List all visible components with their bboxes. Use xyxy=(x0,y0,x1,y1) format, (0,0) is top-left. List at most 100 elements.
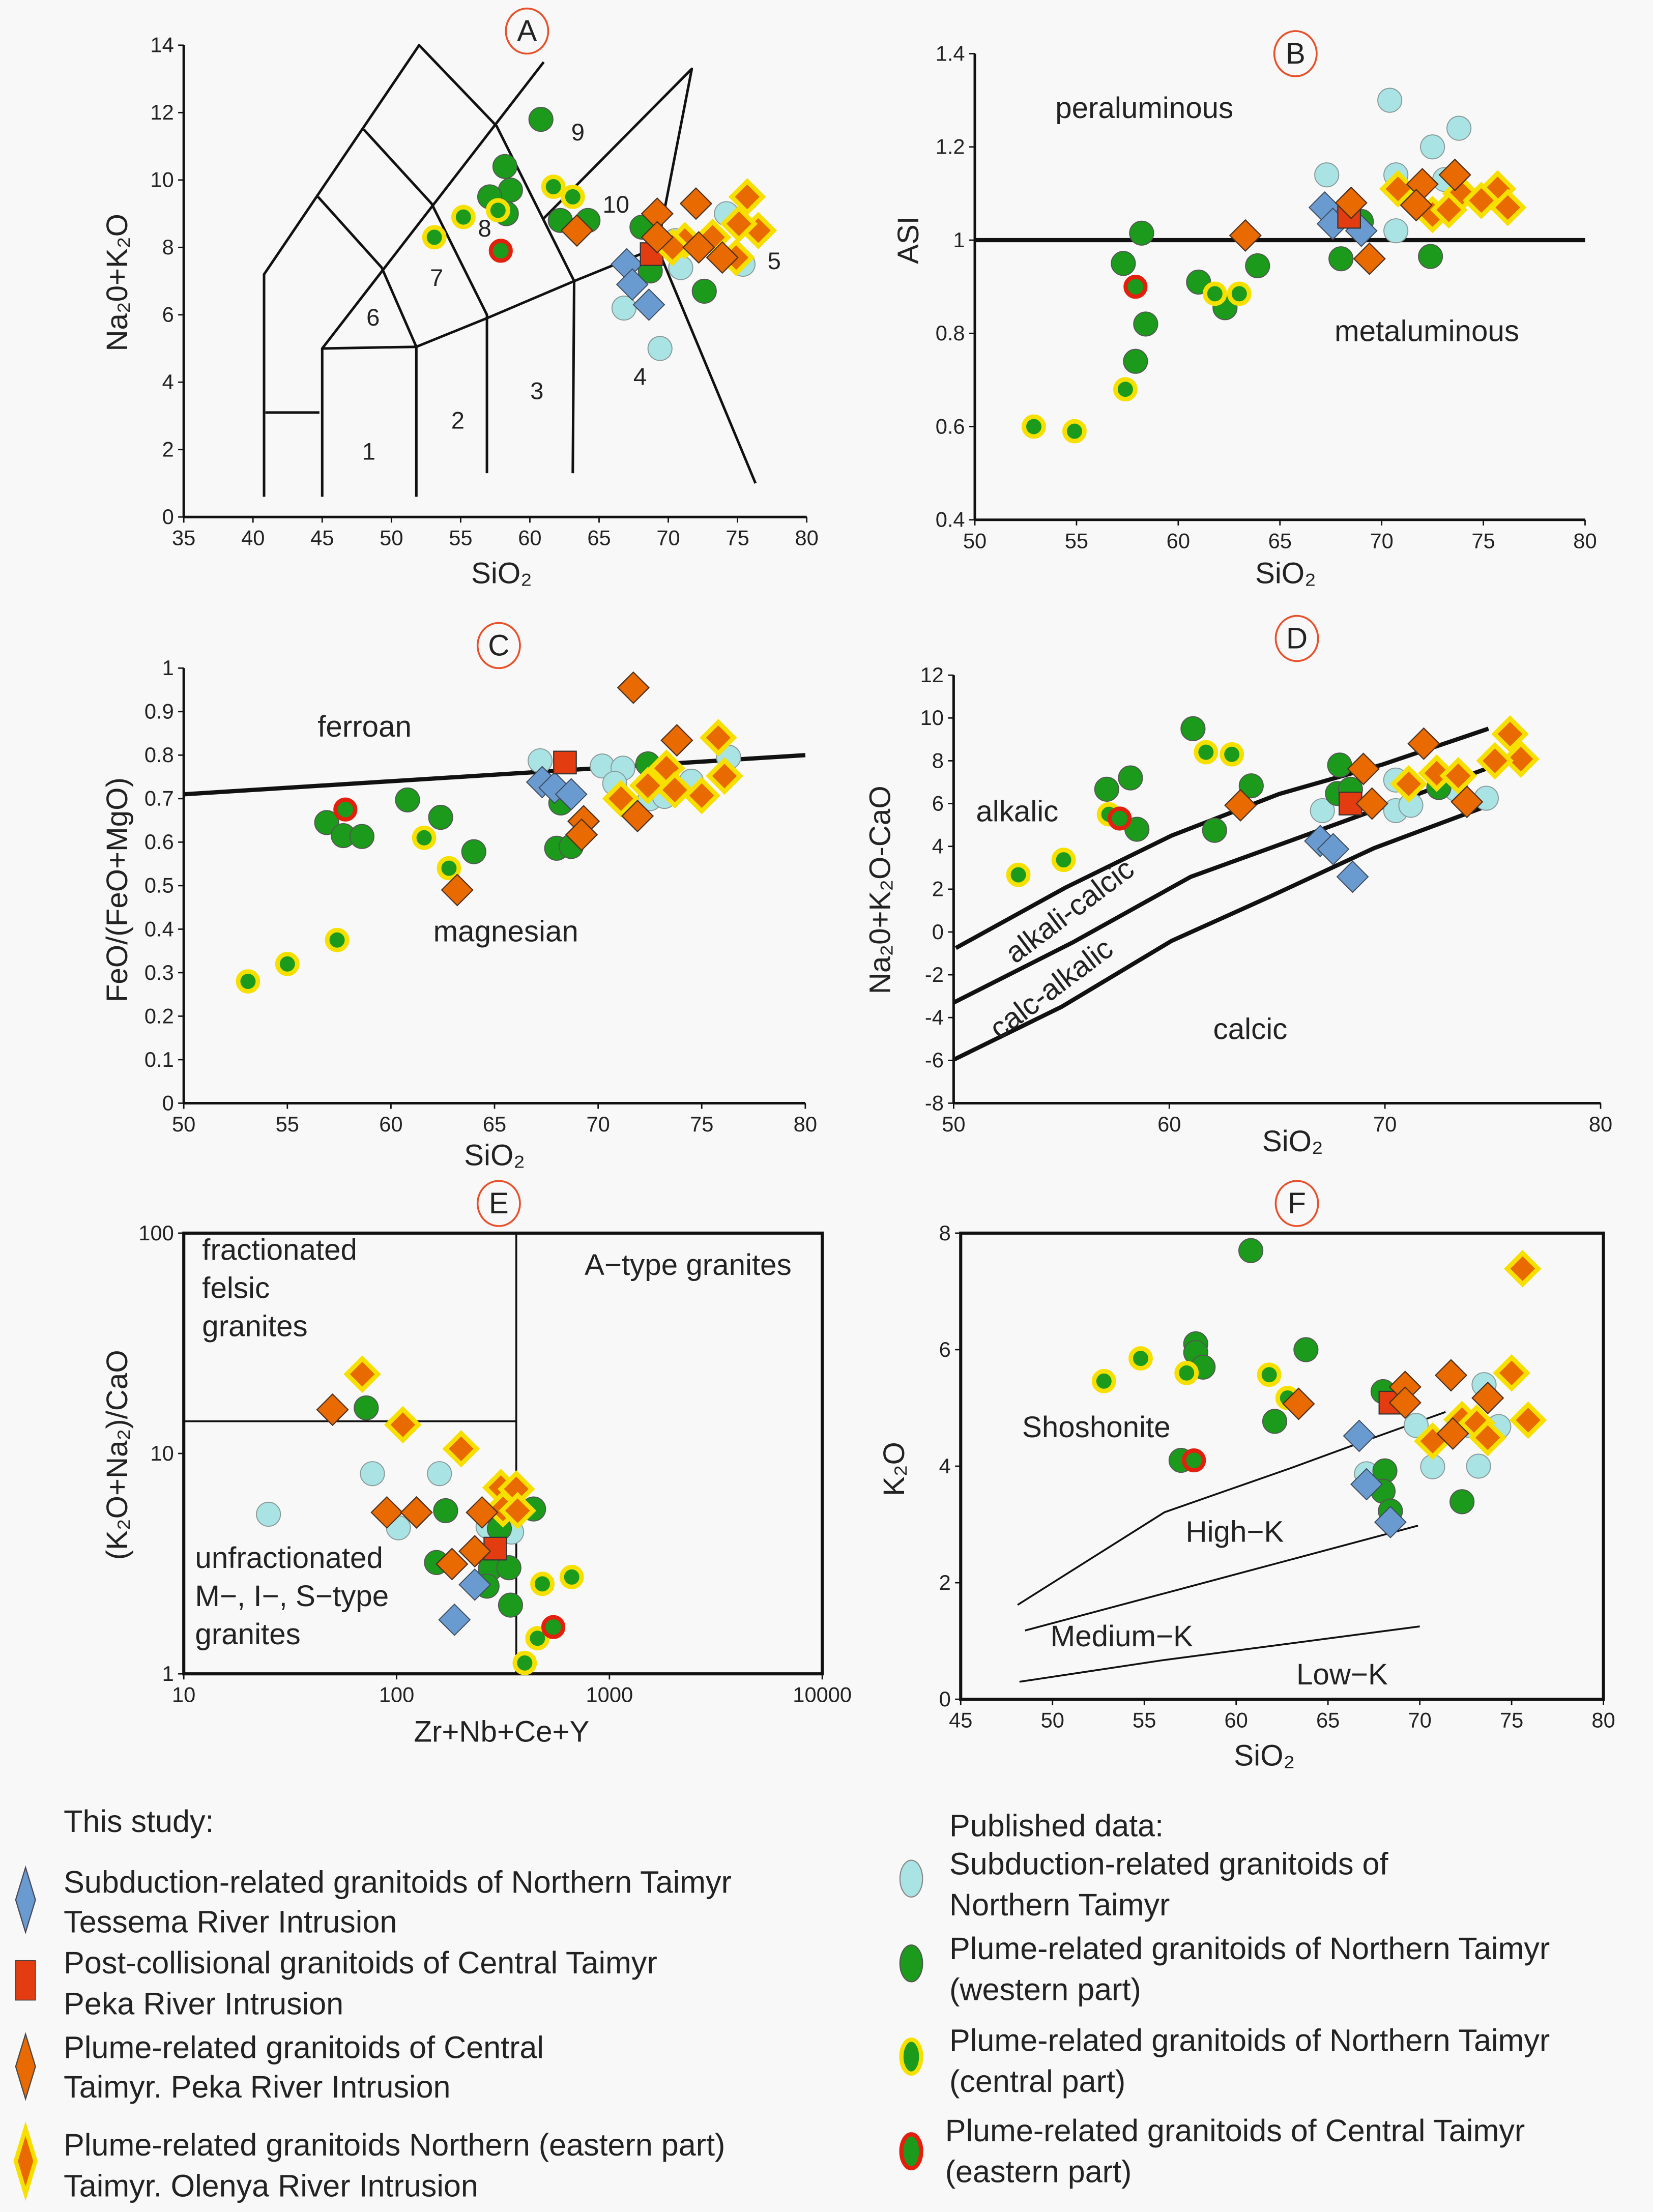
panel-letter: A xyxy=(517,15,537,48)
x-tick-label: 80 xyxy=(794,1112,817,1136)
x-tick-label: 50 xyxy=(963,529,987,552)
x-tick-label: 60 xyxy=(1225,1708,1248,1732)
panel-b: 50 55 60 65 70 75 80 0.4 0.6 0.8 1 1.2 1.4 SiO₂ ASI Bpe… xyxy=(892,30,1597,590)
region-label: granites xyxy=(202,1310,307,1343)
y-axis-title: (K₂O+Na₂)/CaO xyxy=(101,1350,134,1560)
green-circle-icon xyxy=(899,1944,923,1983)
legend-label: Taimyr. Olenya River Intrusion xyxy=(64,2168,478,2203)
olenya-point xyxy=(1476,742,1514,780)
plume-central-point xyxy=(412,825,437,850)
legend-label: (central part) xyxy=(949,2064,1125,2099)
olenya-point xyxy=(1389,765,1428,803)
plume-western-point xyxy=(1418,244,1443,269)
y-tick-label: 4 xyxy=(932,834,944,858)
x-tick-label: 100 xyxy=(379,1683,414,1707)
plume-central-point xyxy=(325,927,350,952)
y-tick-label: 8 xyxy=(939,1221,951,1245)
y-tick-label: -8 xyxy=(925,1091,944,1115)
peka-postcollisional-point xyxy=(553,750,577,775)
plume-central-eastern-point xyxy=(1182,1448,1206,1473)
blue-diamond-icon xyxy=(15,1865,36,1935)
plume-central-point xyxy=(1194,740,1219,765)
y-tick-label: 0.1 xyxy=(144,1047,174,1071)
plume-western-point xyxy=(528,107,554,132)
subduction-published-point xyxy=(611,295,637,321)
peka-plume-point xyxy=(1335,186,1368,219)
peka-plume-point xyxy=(1229,219,1262,252)
x-axis-title: SiO₂ xyxy=(1262,1125,1323,1158)
legend-label: Plume-related granitoids of Northern Tai… xyxy=(949,2023,1550,2057)
peka-plume-point xyxy=(1438,158,1471,191)
peka-plume-point xyxy=(436,1548,469,1581)
region-label: peraluminous xyxy=(1055,92,1233,125)
x-tick-label: 10000 xyxy=(793,1683,852,1707)
olenya-point xyxy=(1509,1401,1547,1439)
peka-plume-point xyxy=(1224,789,1257,822)
x-tick-label: 75 xyxy=(726,526,749,550)
panel-e: 10 100 1000 10000110100Zr+Nb+Ce+Y(K₂O+Na₂)/… xyxy=(101,1180,852,1748)
panel-a: 35 40 45 50 55 60 65 70 75 8002468101214SiO₂Na₂0+… xyxy=(101,7,819,590)
plume-central-point xyxy=(437,856,461,881)
y-tick-label: 0.4 xyxy=(936,508,965,532)
orange-diamond-icon xyxy=(15,2032,36,2101)
y-tick-label: 4 xyxy=(939,1454,951,1478)
plume-central-eastern-point xyxy=(1108,806,1132,831)
y-axis-title: Na₂0+K₂O xyxy=(101,214,134,351)
legend-label: Plume-related granitoids of Northern Tai… xyxy=(949,1931,1550,1966)
y-tick-label: 1.4 xyxy=(936,41,965,65)
plume-central-point xyxy=(530,1571,555,1596)
plume-central-point xyxy=(1051,848,1076,872)
region-label: magnesian xyxy=(433,915,578,948)
x-tick-label: 60 xyxy=(1157,1112,1181,1136)
x-tick-label: 50 xyxy=(942,1112,965,1136)
plume-western-point xyxy=(461,839,486,864)
region-label: 7 xyxy=(430,265,443,292)
legend-label: Post-collisional granitoids of Central T… xyxy=(64,1945,657,1980)
tessema-point xyxy=(458,1568,491,1601)
peka-plume-point xyxy=(682,231,715,264)
legend: This study: Published data: Subduction-r… xyxy=(13,1804,1550,2203)
subduction-published-point xyxy=(647,336,673,361)
olenya-point xyxy=(1418,754,1456,792)
olenya-point xyxy=(720,205,758,243)
y-tick-label: 100 xyxy=(138,1221,173,1245)
plume-central-point xyxy=(1022,414,1046,439)
olenya-point xyxy=(1469,1419,1507,1457)
panel-letter: B xyxy=(1286,37,1306,70)
y-tick-label: 6 xyxy=(939,1337,951,1361)
tessema-point xyxy=(616,268,649,301)
x-tick-label: 80 xyxy=(1589,1112,1612,1136)
subduction-published-point xyxy=(1310,798,1335,824)
olenya-point xyxy=(656,771,694,809)
subduction-published-point xyxy=(427,1461,452,1487)
legend-item-subduction-published: Subduction-related granitoids of Norther… xyxy=(899,1846,1389,1922)
plume-central-point xyxy=(275,951,300,976)
legend-label: Subduction-related granitoids of Norther… xyxy=(64,1865,732,1900)
region-label: 1 xyxy=(362,439,375,465)
region-label: 5 xyxy=(768,248,781,275)
olenya-point xyxy=(629,767,667,805)
y-axis-title: ASI xyxy=(892,216,925,264)
plume-central-point xyxy=(1113,377,1138,402)
y-tick-label: 4 xyxy=(162,370,174,394)
x-tick-label: 65 xyxy=(1316,1708,1340,1732)
x-tick-label: 70 xyxy=(586,1112,610,1136)
panel-letter-circle xyxy=(476,1180,521,1227)
y-tick-label: 0 xyxy=(162,505,174,529)
boundary-line xyxy=(363,128,488,474)
x-tick-label: 35 xyxy=(172,526,195,550)
region-label: A−type granites xyxy=(585,1248,792,1282)
subduction-published-point xyxy=(1377,88,1403,113)
legend-label: (western part) xyxy=(949,1972,1141,2007)
y-tick-label: 0.8 xyxy=(936,321,965,345)
y-tick-label: 12 xyxy=(920,663,944,687)
plume-western-point xyxy=(1327,752,1352,778)
x-tick-label: 80 xyxy=(1591,1708,1615,1732)
x-tick-label: 55 xyxy=(1133,1708,1156,1732)
boundary-line xyxy=(317,196,418,497)
legend-published-title: Published data: xyxy=(949,1808,1164,1843)
region-label: 9 xyxy=(571,119,585,146)
x-tick-label: 60 xyxy=(379,1112,402,1136)
olenya-point xyxy=(602,780,640,818)
